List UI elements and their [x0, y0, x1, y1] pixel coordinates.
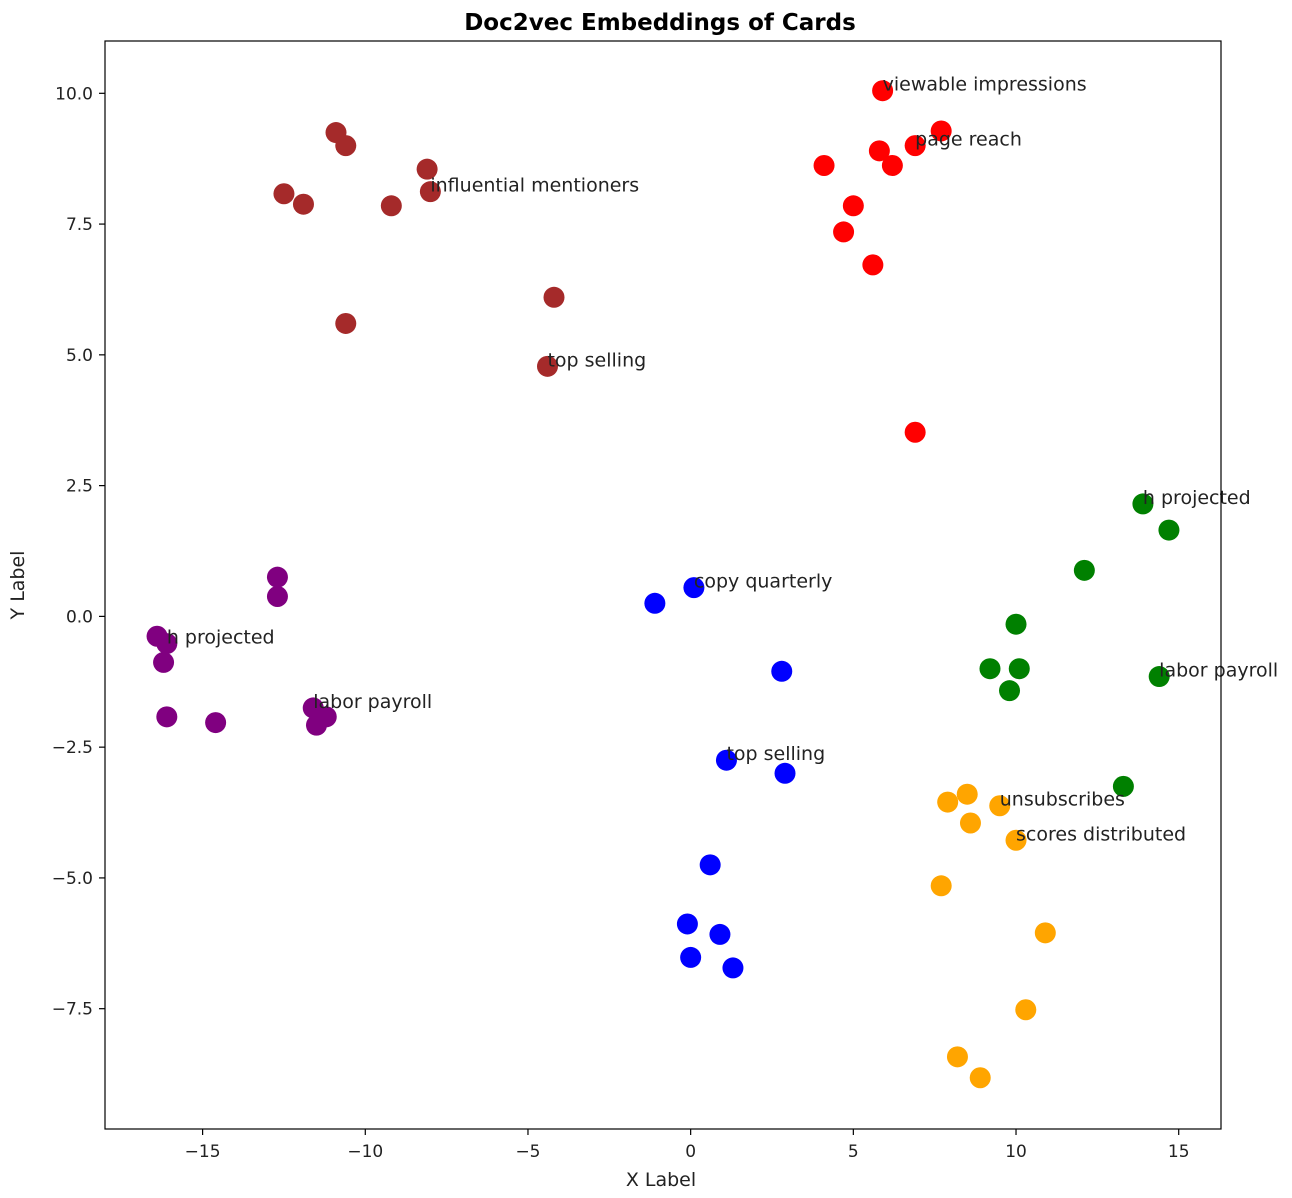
x-tick-label: −15 — [185, 1142, 221, 1162]
x-tick-label: −5 — [515, 1142, 540, 1162]
x-axis-ticks: −15 −10 −5 0 5 10 15 — [185, 1129, 1190, 1162]
data-point — [1148, 666, 1170, 688]
data-point — [1073, 559, 1095, 581]
data-point — [999, 680, 1021, 702]
data-point — [680, 946, 702, 968]
data-point — [813, 154, 835, 176]
y-tick-label: 2.5 — [66, 477, 93, 497]
annotation-label: page reach — [915, 129, 1022, 151]
x-tick-label: 0 — [685, 1142, 696, 1162]
data-point — [722, 957, 744, 979]
data-point — [536, 355, 558, 377]
data-point — [543, 286, 565, 308]
data-point — [1034, 922, 1056, 944]
annotation-label: top selling — [547, 349, 646, 371]
data-point — [930, 875, 952, 897]
y-tick-label: −5.0 — [52, 869, 93, 889]
data-point — [1005, 613, 1027, 635]
y-axis-ticks: −7.5 −5.0 −2.5 0.0 2.5 5.0 7.5 10.0 — [52, 84, 105, 1020]
data-point — [774, 762, 796, 784]
data-point — [959, 812, 981, 834]
data-point — [833, 221, 855, 243]
data-point — [292, 193, 314, 215]
data-point — [989, 795, 1011, 817]
data-point — [872, 80, 894, 102]
data-point — [335, 312, 357, 334]
data-point — [868, 140, 890, 162]
data-points — [146, 80, 1180, 1089]
data-point — [937, 791, 959, 813]
annotation-label: viewable impressions — [883, 74, 1087, 96]
y-tick-label: 10.0 — [55, 84, 93, 104]
data-point — [644, 592, 666, 614]
series-0 — [273, 122, 565, 377]
y-tick-label: −7.5 — [52, 1000, 93, 1020]
data-point — [904, 135, 926, 157]
chart-title: Doc2vec Embeddings of Cards — [464, 10, 856, 36]
data-point — [956, 783, 978, 805]
data-point — [1132, 493, 1154, 515]
data-point — [946, 1046, 968, 1068]
data-point — [709, 923, 731, 945]
data-point — [1158, 519, 1180, 541]
series-2 — [979, 493, 1180, 797]
x-tick-label: 10 — [1005, 1142, 1027, 1162]
data-point — [715, 749, 737, 771]
y-tick-label: 7.5 — [66, 215, 93, 235]
series-4 — [644, 577, 796, 979]
y-axis-label: Y Label — [7, 551, 29, 621]
annotation-label: labor payroll — [1159, 660, 1278, 682]
data-point — [1015, 999, 1037, 1021]
data-point — [1112, 775, 1134, 797]
data-point — [335, 135, 357, 157]
series-3 — [146, 566, 337, 736]
data-point — [153, 651, 175, 673]
annotation-label: copy quarterly — [694, 571, 832, 593]
data-point — [273, 183, 295, 205]
data-point — [1008, 658, 1030, 680]
y-tick-label: 5.0 — [66, 346, 93, 366]
data-point — [1005, 829, 1027, 851]
annotation-label: unsubscribes — [1000, 789, 1125, 811]
data-point — [266, 586, 288, 608]
x-tick-label: 15 — [1168, 1142, 1190, 1162]
data-point — [305, 714, 327, 736]
data-point — [862, 254, 884, 276]
point-annotations: viewable impressions page reach influentia… — [167, 74, 1278, 846]
data-point — [156, 633, 178, 655]
series-5 — [930, 783, 1056, 1089]
data-point — [156, 706, 178, 728]
data-point — [419, 181, 441, 203]
data-point — [416, 158, 438, 180]
annotation-label: h projected — [1143, 487, 1251, 509]
data-point — [904, 421, 926, 443]
x-tick-label: −10 — [347, 1142, 383, 1162]
data-point — [771, 660, 793, 682]
data-point — [979, 658, 1001, 680]
annotation-label: top selling — [726, 743, 825, 765]
series-1 — [813, 80, 952, 443]
data-point — [881, 154, 903, 176]
data-point — [842, 195, 864, 217]
x-axis-label: X Label — [626, 1169, 696, 1191]
annotation-label: h projected — [167, 627, 275, 649]
data-point — [380, 195, 402, 217]
data-point — [683, 577, 705, 599]
plot-frame — [104, 40, 1222, 1130]
data-point — [930, 120, 952, 142]
y-tick-label: −2.5 — [52, 738, 93, 758]
data-point — [699, 854, 721, 876]
y-tick-label: 0.0 — [66, 607, 93, 627]
annotation-label: influential mentioners — [430, 175, 639, 197]
data-point — [969, 1067, 991, 1089]
data-point — [205, 712, 227, 734]
data-point — [676, 913, 698, 935]
annotation-label: labor payroll — [313, 691, 432, 713]
data-point — [266, 566, 288, 588]
annotation-label: scores distributed — [1016, 823, 1186, 845]
x-tick-label: 5 — [848, 1142, 859, 1162]
